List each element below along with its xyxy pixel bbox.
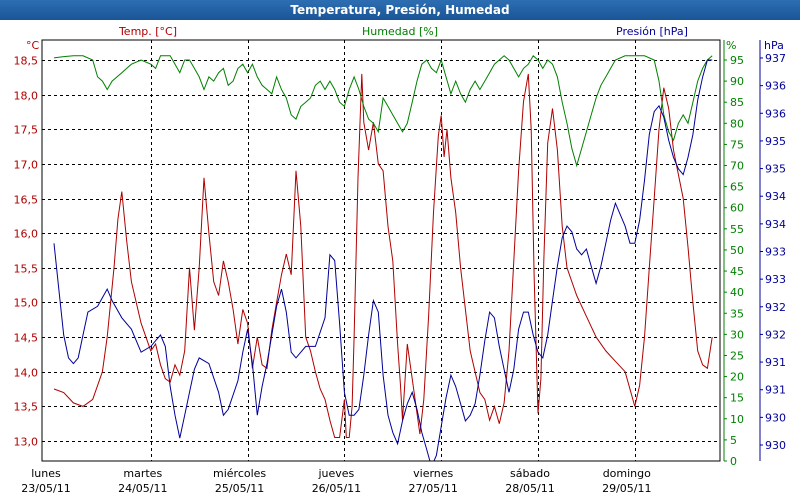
- humidity-tick-label: 15: [730, 392, 744, 405]
- legend-temp: Temp. [°C]: [118, 25, 177, 38]
- humidity-tick-label: 5: [730, 434, 737, 447]
- pressure-tick-label: 931: [765, 356, 786, 369]
- humidity-tick-label: 60: [730, 202, 744, 215]
- chart-canvas: 18,5 18,0 17,5 17,0 16,5 16,0 15,5 15,0 14,5 14,0…: [0, 20, 800, 500]
- humidity-tick-label: 40: [730, 286, 744, 299]
- pressure-tick-label: 930: [765, 439, 786, 452]
- humidity-tick-label: 35: [730, 307, 744, 320]
- humidity-tick-label: 90: [730, 75, 744, 88]
- day-name-label: lunes: [31, 467, 61, 480]
- day-date-label: 28/05/11: [505, 482, 554, 495]
- day-name-label: jueves: [317, 467, 354, 480]
- humidity-tick-label: 65: [730, 181, 744, 194]
- temp-unit-label: °C: [26, 39, 40, 52]
- humidity-tick-label: 10: [730, 413, 744, 426]
- humidity-tick-label: 70: [730, 160, 744, 173]
- temp-tick-label: 15,0: [14, 297, 39, 310]
- pressure-tick-label: 935: [765, 135, 786, 148]
- pressure-tick-label: 934: [765, 190, 786, 203]
- chart-series: [53, 55, 713, 461]
- temp-tick-label: 18,5: [14, 55, 39, 68]
- pressure-tick-label: 935: [765, 163, 786, 176]
- temp-tick-label: 14,5: [14, 332, 39, 345]
- day-name-label: sábado: [510, 467, 550, 480]
- day-name-label: martes: [123, 467, 162, 480]
- temp-tick-label: 17,0: [14, 159, 39, 172]
- pressure-tick-label: 937: [765, 52, 786, 65]
- chart-labels: 18,5 18,0 17,5 17,0 16,5 16,0 15,5 15,0 14,5 14,0…: [14, 25, 787, 495]
- pressure-tick-label: 933: [765, 273, 786, 286]
- day-name-label: domingo: [603, 467, 651, 480]
- day-name-label: viernes: [413, 467, 453, 480]
- temp-tick-label: 16,0: [14, 228, 39, 241]
- day-date-label: 27/05/11: [408, 482, 457, 495]
- pressure-tick-label: 931: [765, 384, 786, 397]
- pressure-unit-label: hPa: [764, 39, 784, 52]
- pressure-line: [53, 59, 713, 461]
- humidity-tick-label: 0: [730, 455, 737, 468]
- pressure-tick-label: 936: [765, 80, 786, 93]
- humidity-tick-label: 95: [730, 54, 744, 67]
- humidity-line: [53, 55, 713, 168]
- pressure-tick-label: 930: [765, 411, 786, 424]
- chart-grid: [42, 40, 720, 461]
- humidity-tick-label: 85: [730, 96, 744, 109]
- chart-title: Temperatura, Presión, Humedad: [0, 0, 800, 20]
- temperature-line: [53, 73, 713, 438]
- day-date-label: 23/05/11: [21, 482, 70, 495]
- humidity-tick-label: 45: [730, 265, 744, 278]
- temp-tick-label: 13,0: [14, 436, 39, 449]
- pressure-tick-label: 936: [765, 107, 786, 120]
- pressure-tick-label: 934: [765, 218, 786, 231]
- humidity-tick-label: 25: [730, 349, 744, 362]
- pressure-tick-label: 933: [765, 246, 786, 259]
- humidity-tick-label: 20: [730, 371, 744, 384]
- humidity-tick-label: 30: [730, 328, 744, 341]
- humidity-tick-label: 50: [730, 244, 744, 257]
- chart-background: [0, 20, 800, 500]
- temp-tick-label: 13,5: [14, 401, 39, 414]
- day-date-label: 29/05/11: [602, 482, 651, 495]
- legend-humidity: Humedad [%]: [362, 25, 438, 38]
- pressure-tick-label: 932: [765, 301, 786, 314]
- day-name-label: miércoles: [213, 467, 266, 480]
- legend-pressure: Presión [hPa]: [616, 25, 688, 38]
- temp-tick-label: 16,5: [14, 194, 39, 207]
- temp-tick-label: 15,5: [14, 263, 39, 276]
- temp-tick-label: 18,0: [14, 90, 39, 103]
- temp-tick-label: 14,0: [14, 367, 39, 380]
- humidity-tick-label: 80: [730, 117, 744, 130]
- day-date-label: 24/05/11: [118, 482, 167, 495]
- temp-tick-label: 17,5: [14, 124, 39, 137]
- day-date-label: 25/05/11: [215, 482, 264, 495]
- humidity-tick-label: 55: [730, 223, 744, 236]
- day-date-label: 26/05/11: [312, 482, 361, 495]
- plot-frame: [41, 39, 721, 462]
- humidity-tick-label: 75: [730, 138, 744, 151]
- humidity-unit-label: %: [726, 39, 736, 52]
- chart-axes: [41, 39, 763, 462]
- pressure-tick-label: 932: [765, 328, 786, 341]
